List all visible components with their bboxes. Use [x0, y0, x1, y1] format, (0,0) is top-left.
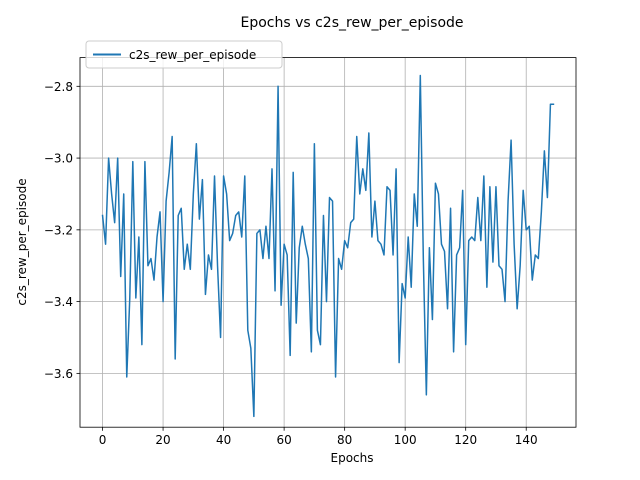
x-tick-label: 20 [155, 433, 170, 447]
legend-box [85, 40, 283, 69]
legend: c2s_rew_per_episode [85, 40, 283, 69]
series-layer [101, 74, 555, 418]
x-tick-label: 0 [99, 433, 107, 447]
y-axis-label: c2s_rew_per_episode [15, 178, 29, 305]
x-axis-label: Epochs [331, 451, 374, 465]
y-tick-label: −3.2 [44, 223, 73, 237]
series-line-c2s_rew_per_episode [101, 74, 555, 418]
x-tick-label: 40 [216, 433, 231, 447]
y-tick-label: −3.0 [44, 152, 73, 166]
x-tick-label: 120 [454, 433, 477, 447]
y-tick-label: −3.6 [44, 367, 73, 381]
plot-area-frame [79, 57, 577, 428]
y-tick-label: −3.4 [44, 295, 73, 309]
axis-ticks: 0 20 40 60 80 100 120 140 −3.6 −3.4 −3.2 −3.0 −2.8 [44, 80, 538, 447]
x-tick-label: 140 [515, 433, 538, 447]
chart-title: Epochs vs c2s_rew_per_episode [240, 15, 463, 31]
x-tick-label: 100 [394, 433, 417, 447]
y-tick-label: −2.8 [44, 80, 73, 94]
x-tick-label: 60 [276, 433, 291, 447]
legend-label: c2s_rew_per_episode [129, 48, 256, 62]
x-tick-label: 80 [337, 433, 352, 447]
